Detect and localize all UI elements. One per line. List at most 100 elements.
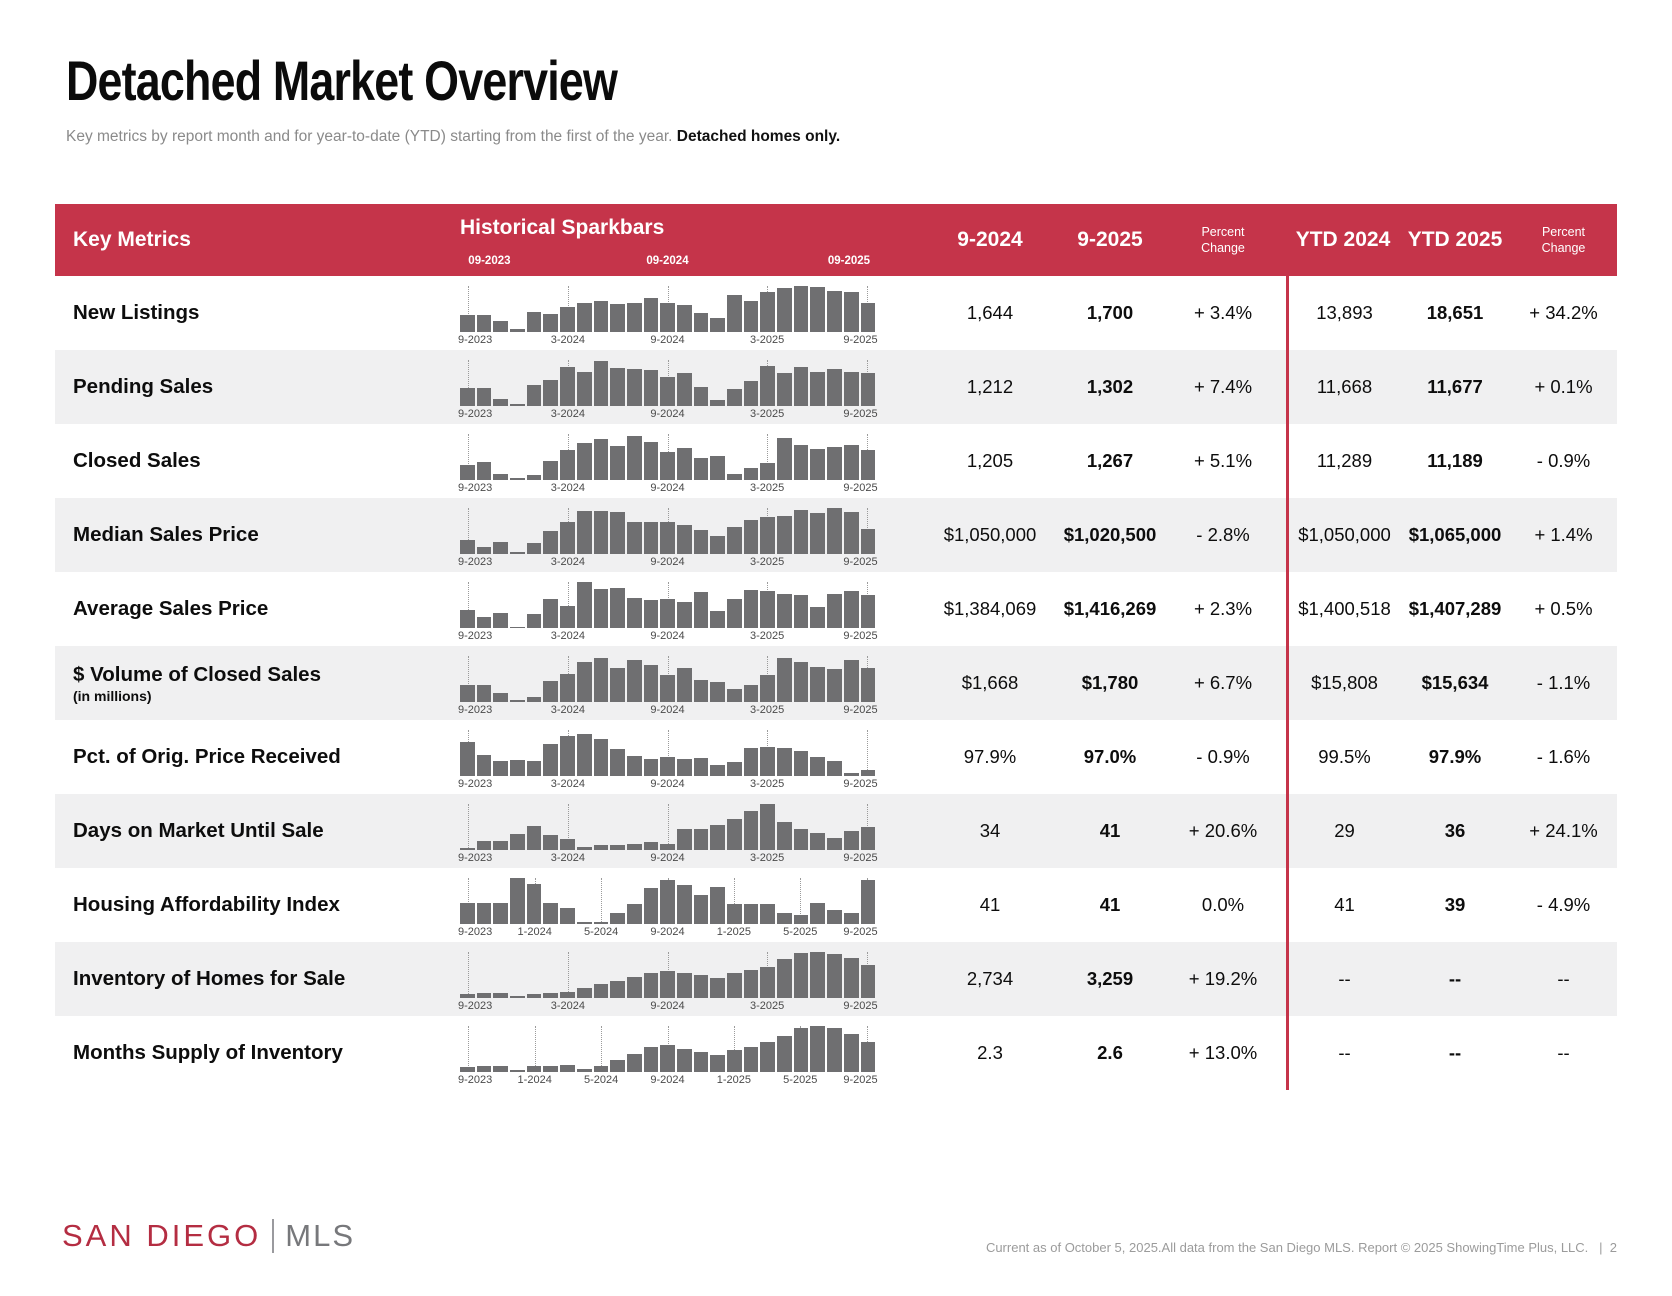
value-month-change: - 0.9% — [1196, 746, 1250, 767]
sparkbar-chart — [460, 582, 876, 628]
value-month-prev: 1,212 — [966, 376, 1014, 397]
logo-divider — [272, 1219, 275, 1253]
value-ytd-prev: 41 — [1286, 868, 1400, 942]
sparkbar-axis: 9-2023 3-2024 9-2024 3-2025 9-2025 — [458, 482, 878, 494]
value-month-prev: 97.9% — [963, 746, 1017, 767]
value-month-change: - 2.8% — [1196, 524, 1250, 545]
metric-cell: $ Volume of Closed Sales (in millions) — [55, 646, 450, 720]
value-ytd-curr: 11,677 — [1427, 376, 1483, 397]
footer-separator: | — [1599, 1240, 1603, 1255]
table-row: Closed Sales 9-2023 3-2024 9-2024 3-2025 9-2… — [55, 424, 1617, 498]
sparkbar-cell: 9-2023 1-2024 5-2024 9-2024 1-2025 5-2025 9-20… — [450, 868, 920, 942]
san-diego-mls-logo: SAN DIEGO MLS — [62, 1218, 355, 1254]
metric-cell: New Listings — [55, 276, 450, 350]
value-ytd-prev: $1,050,000 — [1286, 498, 1400, 572]
header-ytd-curr: YTD 2025 — [1407, 228, 1503, 251]
value-month-prev: 41 — [979, 894, 1001, 915]
header-month-prev: 9-2024 — [957, 228, 1023, 251]
value-month-curr: $1,416,269 — [1063, 598, 1157, 619]
table-row: Days on Market Until Sale 9-2023 3-2024 9-… — [55, 794, 1617, 868]
value-month-change: + 2.3% — [1193, 598, 1253, 619]
sublabel-mid: 09-2024 — [646, 255, 689, 267]
metric-cell: Housing Affordability Index — [55, 868, 450, 942]
value-ytd-change: -- — [1557, 968, 1570, 989]
value-month-change: + 7.4% — [1193, 376, 1253, 397]
sparkbar-chart — [460, 1026, 876, 1072]
sparkbar-cell: 9-2023 1-2024 5-2024 9-2024 1-2025 5-2025 9-20… — [450, 1016, 920, 1090]
metric-cell: Pending Sales — [55, 350, 450, 424]
value-ytd-change: - 1.1% — [1536, 672, 1591, 693]
value-month-change: + 6.7% — [1193, 672, 1253, 693]
sparkbar-chart — [460, 508, 876, 554]
metric-cell: Pct. of Orig. Price Received — [55, 720, 450, 794]
value-ytd-curr: 11,189 — [1427, 450, 1483, 471]
value-month-curr: 2.6 — [1097, 1042, 1123, 1063]
value-ytd-change: + 34.2% — [1529, 302, 1598, 323]
logo-text-mls: MLS — [285, 1218, 356, 1253]
sparkbar-cell: 9-2023 3-2024 9-2024 3-2025 9-2025 — [450, 720, 920, 794]
page-subtitle: Key metrics by report month and for year… — [66, 128, 840, 146]
table-row: Median Sales Price 9-2023 3-2024 9-2024 3-2… — [55, 498, 1617, 572]
value-ytd-prev: 29 — [1286, 794, 1400, 868]
metric-cell: Closed Sales — [55, 424, 450, 498]
metric-label: $ Volume of Closed Sales — [73, 662, 321, 686]
header-month-curr: 9-2025 — [1077, 228, 1143, 251]
sparkbar-chart — [460, 730, 876, 776]
value-month-curr: 41 — [1099, 894, 1121, 915]
footer-note: Current as of October 5, 2025.All data f… — [986, 1240, 1617, 1255]
metric-cell: Inventory of Homes for Sale — [55, 942, 450, 1016]
metric-label: Housing Affordability Index — [73, 893, 340, 916]
sparkbar-cell: 9-2023 3-2024 9-2024 3-2025 9-2025 — [450, 572, 920, 646]
metric-cell: Days on Market Until Sale — [55, 794, 450, 868]
subtitle-text: Key metrics by report month and for year… — [66, 128, 673, 145]
metric-label: Pending Sales — [73, 375, 214, 398]
value-month-prev: 2,734 — [966, 968, 1014, 989]
metric-cell: Average Sales Price — [55, 572, 450, 646]
value-month-change: + 20.6% — [1188, 820, 1258, 841]
sparkbar-axis: 9-2023 3-2024 9-2024 3-2025 9-2025 — [458, 778, 878, 790]
table-row: $ Volume of Closed Sales (in millions) 9… — [55, 646, 1617, 720]
value-month-curr: $1,780 — [1081, 672, 1139, 693]
table-row: Inventory of Homes for Sale 9-2023 3-2024… — [55, 942, 1617, 1016]
sparkbar-axis: 9-2023 1-2024 5-2024 9-2024 1-2025 5-2025 9-20… — [458, 1074, 878, 1086]
value-month-change: 0.0% — [1201, 894, 1245, 915]
value-month-prev: 34 — [979, 820, 1001, 841]
table-header: Key Metrics Historical Sparkbars 09-2023… — [55, 204, 1617, 276]
value-ytd-change: -- — [1557, 1042, 1570, 1063]
value-ytd-change: - 1.6% — [1536, 746, 1591, 767]
value-ytd-prev: 13,893 — [1286, 276, 1400, 350]
value-month-change: + 19.2% — [1188, 968, 1258, 989]
value-ytd-change: + 1.4% — [1534, 524, 1593, 545]
sparkbar-chart — [460, 952, 876, 998]
value-ytd-prev: 11,289 — [1286, 424, 1400, 498]
sublabel-start: 09-2023 — [468, 255, 511, 267]
sparkbar-axis: 9-2023 3-2024 9-2024 3-2025 9-2025 — [458, 334, 878, 346]
sparkbar-axis: 9-2023 1-2024 5-2024 9-2024 1-2025 5-2025 9-20… — [458, 926, 878, 938]
value-ytd-change: + 0.1% — [1534, 376, 1593, 397]
table-row: New Listings 9-2023 3-2024 9-2024 3-2025 9-2… — [55, 276, 1617, 350]
metric-label: Days on Market Until Sale — [73, 819, 324, 842]
sparkbar-axis: 9-2023 3-2024 9-2024 3-2025 9-2025 — [458, 704, 878, 716]
sparkbar-bars — [460, 286, 876, 332]
header-sparkbars-title: Historical Sparkbars — [460, 216, 665, 239]
footer-note-text: Current as of October 5, 2025.All data f… — [985, 1240, 1589, 1255]
value-month-prev: 2.3 — [977, 1042, 1003, 1063]
sparkbar-axis: 9-2023 3-2024 9-2024 3-2025 9-2025 — [458, 556, 878, 568]
sparkbar-bars — [460, 656, 876, 702]
value-month-prev: 1,644 — [966, 302, 1014, 323]
table-row: Pending Sales 9-2023 3-2024 9-2024 3-2025 9-… — [55, 350, 1617, 424]
value-month-prev: $1,668 — [961, 672, 1019, 693]
value-ytd-change: + 0.5% — [1534, 598, 1593, 619]
metrics-table: Key Metrics Historical Sparkbars 09-2023… — [55, 204, 1617, 1090]
metric-label: Inventory of Homes for Sale — [73, 967, 346, 990]
value-ytd-curr: -- — [1448, 968, 1462, 989]
sparkbar-chart — [460, 804, 876, 850]
value-month-change: + 3.4% — [1193, 302, 1253, 323]
sparkbar-bars — [460, 582, 876, 628]
sparkbar-cell: 9-2023 3-2024 9-2024 3-2025 9-2025 — [450, 276, 920, 350]
value-ytd-prev: -- — [1286, 942, 1400, 1016]
value-ytd-curr: 36 — [1444, 820, 1466, 841]
value-month-curr: $1,020,500 — [1063, 524, 1157, 545]
metric-label: Closed Sales — [73, 449, 201, 472]
sparkbar-axis: 9-2023 3-2024 9-2024 3-2025 9-2025 — [458, 852, 878, 864]
